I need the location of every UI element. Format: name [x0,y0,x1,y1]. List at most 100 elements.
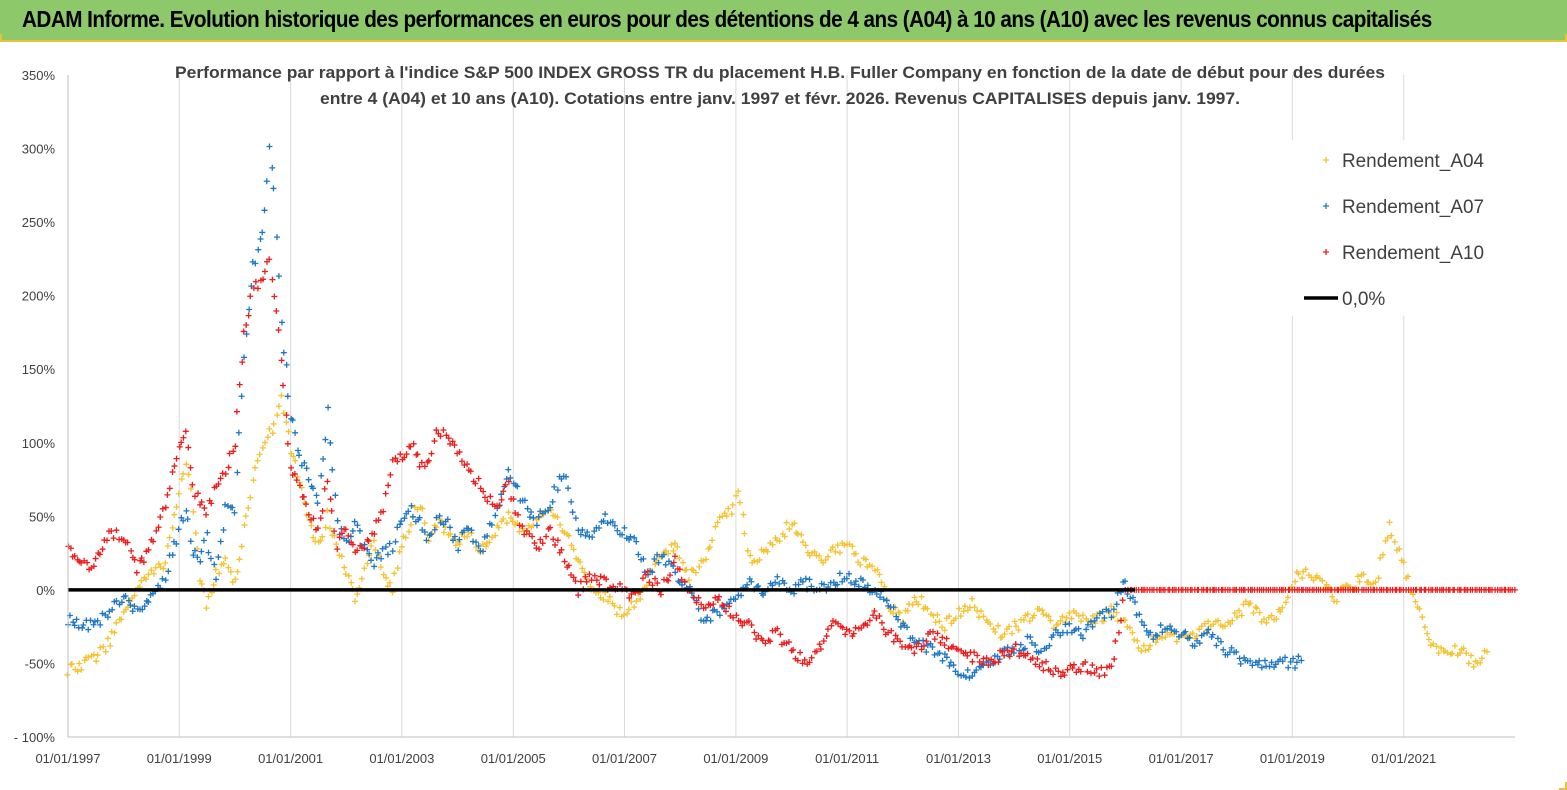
data-point [519,523,526,530]
data-point [829,544,836,551]
data-point [850,630,857,637]
data-point [226,450,233,457]
data-point [1032,642,1039,649]
data-point [852,578,859,585]
data-point [150,538,157,545]
data-point [802,575,809,582]
data-point [118,616,125,623]
data-point [492,532,499,539]
data-point [572,578,579,585]
data-point [386,540,393,547]
data-point [1299,575,1306,582]
data-point [1006,653,1013,660]
data-point [776,580,783,587]
data-point [693,599,700,606]
data-point [465,525,472,532]
data-point [431,526,438,533]
data-point [203,511,210,518]
data-point [215,554,222,561]
data-point [166,534,173,541]
data-point [631,604,638,611]
data-point [1157,622,1164,629]
data-point [1367,581,1374,588]
data-point [695,594,702,601]
chart-area: 01/01/1997 01/01/1999 01/01/2001 01/01/2003… [14,64,1520,766]
data-point [278,392,285,399]
data-point [451,442,458,449]
data-point [611,602,618,609]
data-point [183,507,190,514]
data-point [204,529,211,536]
data-point [1295,570,1302,577]
data-point [1282,599,1289,606]
data-point [194,554,201,561]
data-point [737,618,744,625]
data-point [351,518,358,525]
data-point [695,605,702,612]
data-point [1050,671,1057,678]
y-tick-label: 0% [36,583,55,598]
data-point [159,575,166,582]
data-point [195,490,202,497]
data-point [279,382,286,389]
data-point [1400,559,1407,566]
data-point [716,612,723,619]
data-point [1218,638,1225,645]
data-point [64,671,71,678]
data-point [1254,661,1261,668]
data-point [575,592,582,599]
data-point [1024,650,1031,657]
data-point [1173,628,1180,635]
data-point [1101,672,1108,679]
data-point [710,601,717,608]
data-point [733,492,740,499]
data-point [180,434,187,441]
data-point [862,556,869,563]
data-point [846,627,853,634]
data-point [157,563,164,570]
data-point [78,559,85,566]
data-point [621,612,628,619]
data-point [437,433,444,440]
data-point [164,491,171,498]
data-point [1126,624,1133,631]
data-point [795,581,802,588]
data-point [1167,623,1174,630]
data-point [187,464,194,471]
data-point [1173,638,1180,645]
data-point [640,555,647,562]
data-point [665,550,672,557]
data-point [250,477,257,484]
data-point [162,577,169,584]
data-point [261,268,268,275]
data-point [619,531,626,538]
data-point [554,514,561,521]
data-point [660,551,667,558]
data-point [1198,623,1205,630]
data-point [1419,614,1426,621]
data-point [920,637,927,644]
data-point [947,659,954,666]
data-point [516,522,523,529]
data-point [1036,663,1043,670]
data-point [93,658,100,665]
data-point [1096,673,1103,680]
data-point [631,534,638,541]
data-point [94,617,101,624]
data-point [961,603,968,610]
data-point [923,649,930,656]
data-point [1277,608,1284,615]
data-point [222,470,229,477]
data-point [1098,664,1105,671]
data-point [1252,604,1259,611]
data-point [528,508,535,515]
data-point [1220,646,1227,653]
data-point [628,598,635,605]
data-point [371,530,378,537]
data-point [1029,655,1036,662]
data-point [769,541,776,548]
data-point [129,608,136,615]
data-point [125,597,132,604]
data-point [396,548,403,555]
data-point [1040,611,1047,618]
